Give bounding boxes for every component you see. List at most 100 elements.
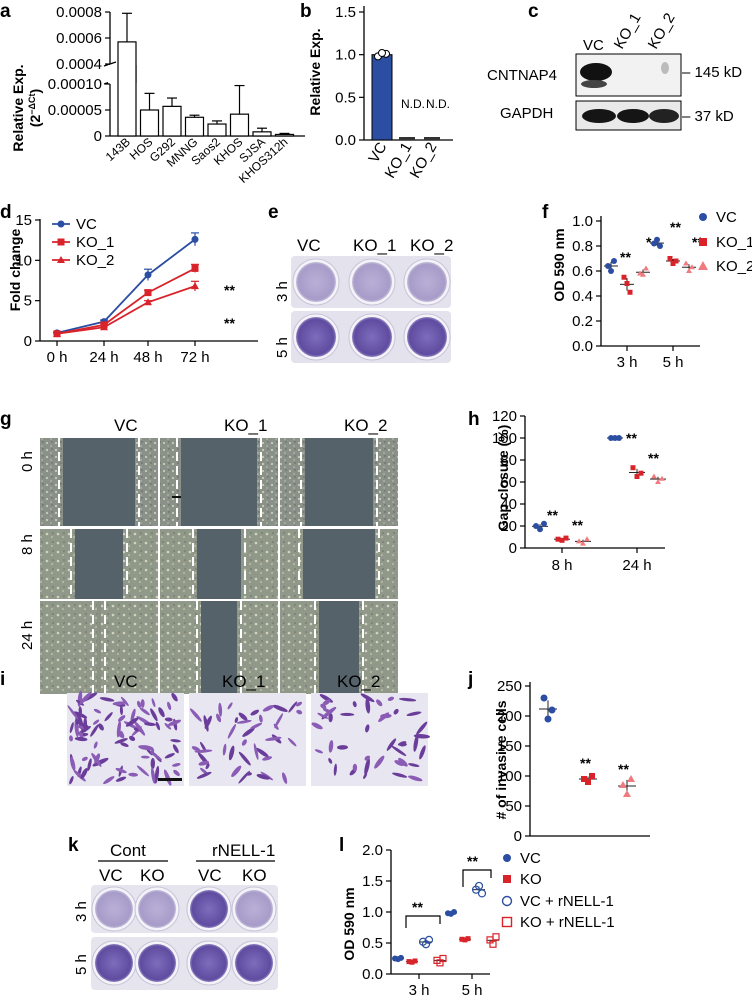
panel-f-point: [654, 236, 660, 243]
panel-label-a: a: [0, 1, 11, 22]
panel-b-nd-ko2: N.D.: [426, 97, 450, 111]
panel-b-bar: [424, 137, 440, 140]
panel-a-bar: [274, 133, 295, 137]
wound-gap: [181, 438, 257, 526]
panel-b-ytick: 0.5: [335, 89, 356, 106]
panel-d-ylabel: Fold change: [7, 229, 23, 312]
panel-l-point: [439, 954, 447, 963]
panel-h-ytick: 40: [500, 496, 517, 513]
panel-j-point: [585, 779, 591, 785]
panel-d-legend-VC: VC: [76, 216, 97, 233]
blot-row-cntnap4: CNTNAP4: [487, 67, 557, 84]
panel-label-f: f: [542, 202, 549, 223]
panel-e-plates: VC KO_1 KO_2 3 h 5 h: [274, 236, 453, 363]
panel-d-sig-ko1: **: [224, 282, 235, 298]
panel-f-xtick: 3 h: [617, 354, 638, 371]
panel-l-sig-3h: **: [412, 899, 423, 915]
panel-l-ylabel: OD 590 nm: [341, 887, 357, 960]
plate-k-col-ko1: KO: [140, 866, 165, 885]
panel-f-ytick: 0.6: [572, 263, 593, 280]
plate-e-col-vc: VC: [297, 236, 321, 255]
plate-e-well: [407, 262, 447, 302]
panel-a-bar: [117, 41, 137, 137]
panel-f-legend: VC KO_1 KO_2: [698, 209, 752, 275]
panel-h-point: [580, 540, 586, 546]
panel-f-point: [611, 258, 617, 264]
panel-f-ytick: 1.0: [572, 213, 593, 230]
panel-j-ytick: 0: [514, 828, 522, 845]
wound-col-ko1: KO_1: [224, 416, 267, 435]
panel-f-point: [686, 268, 692, 273]
legend-f-ko1: KO_1: [716, 234, 752, 251]
panel-f-point: [657, 243, 663, 249]
panel-l-xtick: 3 h: [409, 982, 430, 999]
panel-h-sig-8h-ko1: **: [547, 507, 558, 523]
wound-col-ko2: KO_2: [344, 416, 387, 435]
plate-k-col-ko2: KO: [242, 866, 267, 885]
panel-f-chart: OD 590 nm 1.0 0.8 0.6 0.4 0.2 0.0 3 h 5 h ** *…: [551, 209, 752, 371]
wound-gap: [63, 438, 135, 526]
panel-l-point: [462, 937, 468, 943]
wound-row-8h: 8 h: [19, 534, 36, 555]
panel-h-point: [559, 537, 565, 543]
panel-a-bar: [139, 109, 160, 137]
legend-f-vc: VC: [716, 209, 737, 226]
panel-j-point: [544, 715, 552, 723]
legend-f-ko2: KO_2: [716, 258, 752, 275]
invasion-col-ko2: KO_2: [337, 672, 380, 691]
panel-f-xtick: 5 h: [663, 354, 684, 371]
panel-f-sig-5h-ko1: **: [670, 219, 681, 235]
panel-d-legend-KO_2: KO_2: [76, 252, 114, 269]
panel-h-point: [651, 473, 657, 479]
panel-d-xtick: 72 h: [180, 349, 209, 366]
panel-f-ytick: 0.4: [572, 288, 593, 305]
panel-f-point: [670, 261, 676, 266]
panel-l-ytick: 0.5: [362, 935, 383, 952]
panel-a-chart: Relative Exp. (2−ΔCt) 0.0008 0.0006 0.0004…: [10, 4, 305, 186]
blot-col-ko2: KO_2: [645, 10, 679, 52]
panel-l-ytick: 2.0: [362, 842, 383, 859]
legend-l-vc-rnell: VC + rNELL-1: [520, 893, 614, 910]
panel-c-western-blot: VC KO_1 KO_2 CNTNAP4 GAPDH – 145 kD – 37…: [487, 10, 742, 131]
panel-d-point: [191, 235, 199, 243]
panel-label-k: k: [68, 835, 79, 856]
panel-f-sig-3h-ko2: *: [646, 234, 652, 250]
panel-d-xtick: 24 h: [89, 349, 118, 366]
panel-j-sig-ko2: **: [618, 761, 629, 777]
panel-d-point: [144, 298, 152, 306]
panel-f-point: [643, 265, 649, 271]
panel-label-j: j: [467, 669, 473, 690]
panel-f-point: [624, 281, 630, 286]
blot-band-gapdh-ko2: [649, 109, 679, 123]
panel-h-point: [659, 475, 665, 481]
panel-l-ytick: 1.0: [362, 904, 383, 921]
plate-k-well: [95, 944, 133, 982]
panel-h-sig-24h-ko1: **: [626, 430, 637, 446]
panel-d-point: [100, 323, 108, 331]
panel-d-line-KO_2: [56, 285, 196, 335]
panel-h-ytick: 0: [509, 540, 517, 557]
panel-h-ytick: 20: [500, 518, 517, 535]
panel-h-point: [537, 526, 543, 533]
plate-e-col-ko1: KO_1: [353, 236, 396, 255]
panel-f-point: [667, 256, 673, 261]
plate-k-row-3h: 3 h: [73, 901, 90, 922]
panel-j-chart: # of invasive cells 250 200 150 100 50 0 ** *…: [493, 678, 650, 845]
plate-k-well: [235, 944, 273, 982]
panel-b-nd-ko1: N.D.: [401, 97, 425, 111]
panel-label-b: b: [300, 1, 312, 22]
panel-f-point: [621, 274, 627, 280]
wound-gap: [319, 601, 359, 694]
panel-d-chart: Fold change 15 10 5 0 0 h 24 h 48 h 72 h ** **…: [7, 212, 258, 366]
panel-d-point: [144, 289, 152, 297]
legend-l-vc: VC: [520, 850, 541, 867]
blot-band-cntnap4-vc: [580, 63, 612, 81]
panel-a-bar: [207, 123, 227, 137]
panel-l-point: [474, 881, 484, 891]
panel-f-point: [608, 268, 614, 274]
wound-gap: [201, 601, 237, 694]
panel-f-point: [683, 260, 689, 266]
panel-d-ytick: 5: [24, 293, 32, 310]
panel-label-c: c: [528, 1, 539, 22]
